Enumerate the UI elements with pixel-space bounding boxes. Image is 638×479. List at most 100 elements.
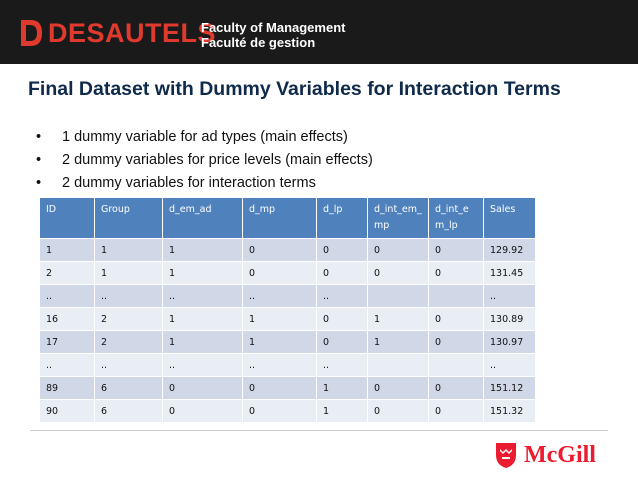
- table-cell: 151.32: [483, 399, 536, 423]
- table-row: 90 6 0 0 1 0 0 151.32: [39, 399, 536, 423]
- table-cell: 1: [162, 330, 243, 354]
- table-cell: 1: [242, 330, 317, 354]
- mcgill-logo-text: McGill: [524, 442, 596, 468]
- bullet-text: 2 dummy variables for price levels (main…: [62, 152, 373, 168]
- table-cell: 6: [94, 399, 163, 423]
- table-row: 16 2 1 1 0 1 0 130.89: [39, 307, 536, 331]
- table-cell: 0: [316, 261, 368, 285]
- table-row: .. .. .. .. .. ..: [39, 353, 536, 377]
- dataset-table: ID Group d_em_ad d_mp d_lp d_int_em_mp d…: [39, 197, 536, 423]
- table-cell: 17: [39, 330, 95, 354]
- table-cell: 1: [94, 261, 163, 285]
- mcgill-crest-icon: [496, 443, 516, 468]
- bullet-item: • 2 dummy variables for interaction term…: [36, 172, 373, 195]
- table-row: 89 6 0 0 1 0 0 151.12: [39, 376, 536, 400]
- table-cell: 0: [428, 399, 484, 423]
- table-cell: ..: [162, 284, 243, 308]
- table-cell: 1: [316, 399, 368, 423]
- table-cell: 0: [428, 261, 484, 285]
- table-cell: 2: [94, 307, 163, 331]
- table-cell: 0: [242, 376, 317, 400]
- header-bar: DESAUTELS Faculty of Management Faculté …: [0, 0, 638, 64]
- table-cell: 130.89: [483, 307, 536, 331]
- table-cell: 0: [367, 376, 429, 400]
- table-cell: 0: [428, 376, 484, 400]
- table-cell: ..: [483, 353, 536, 377]
- column-header: Group: [94, 197, 163, 239]
- table-cell: 0: [316, 330, 368, 354]
- table-header-row: ID Group d_em_ad d_mp d_lp d_int_em_mp d…: [39, 197, 536, 239]
- desautels-logo-icon: [21, 20, 42, 46]
- column-header: ID: [39, 197, 95, 239]
- bullet-text: 1 dummy variable for ad types (main effe…: [62, 129, 348, 145]
- table-cell: 0: [428, 238, 484, 262]
- table-cell: ..: [94, 353, 163, 377]
- table-cell: ..: [39, 284, 95, 308]
- table-cell: ..: [94, 284, 163, 308]
- bullet-symbol: •: [36, 129, 42, 145]
- table-cell: 0: [428, 330, 484, 354]
- table-cell: 1: [162, 307, 243, 331]
- desautels-logo-text: DESAUTELS: [48, 18, 217, 48]
- table-cell: [367, 284, 429, 308]
- table-cell: 1: [94, 238, 163, 262]
- table-cell: [428, 353, 484, 377]
- table-cell: 16: [39, 307, 95, 331]
- bullet-list: • 1 dummy variable for ad types (main ef…: [36, 126, 373, 195]
- bullet-text: 2 dummy variables for interaction terms: [62, 175, 316, 191]
- bullet-symbol: •: [36, 152, 42, 168]
- table-cell: 129.92: [483, 238, 536, 262]
- column-header: d_mp: [242, 197, 317, 239]
- faculty-name-en: Faculty of Management: [201, 20, 346, 35]
- column-header: d_int_em_mp: [367, 197, 429, 239]
- bullet-item: • 2 dummy variables for price levels (ma…: [36, 149, 373, 172]
- table-cell: 0: [162, 399, 243, 423]
- table-cell: 0: [367, 399, 429, 423]
- footer-divider: [30, 430, 608, 431]
- table-cell: 89: [39, 376, 95, 400]
- table-cell: 0: [242, 238, 317, 262]
- table-cell: 0: [162, 376, 243, 400]
- table-cell: 130.97: [483, 330, 536, 354]
- table-row: 2 1 1 0 0 0 0 131.45: [39, 261, 536, 285]
- table-cell: ..: [316, 284, 368, 308]
- table-cell: 1: [367, 307, 429, 331]
- table-cell: 131.45: [483, 261, 536, 285]
- column-header: d_lp: [316, 197, 368, 239]
- column-header: Sales: [483, 197, 536, 239]
- table-row: 1 1 1 0 0 0 0 129.92: [39, 238, 536, 262]
- table-cell: ..: [242, 353, 317, 377]
- table-cell: 0: [242, 399, 317, 423]
- table-cell: 1: [316, 376, 368, 400]
- bullet-item: • 1 dummy variable for ad types (main ef…: [36, 126, 373, 149]
- column-header: d_int_em_lp: [428, 197, 484, 239]
- mcgill-logo: McGill: [494, 440, 596, 470]
- table-cell: 0: [242, 261, 317, 285]
- table-cell: 2: [39, 261, 95, 285]
- table-cell: 6: [94, 376, 163, 400]
- table-cell: 2: [94, 330, 163, 354]
- table-row: .. .. .. .. .. ..: [39, 284, 536, 308]
- column-header: d_em_ad: [162, 197, 243, 239]
- table-cell: 1: [367, 330, 429, 354]
- table-row: 17 2 1 1 0 1 0 130.97: [39, 330, 536, 354]
- faculty-name-fr: Faculté de gestion: [201, 35, 316, 50]
- bullet-symbol: •: [36, 175, 42, 191]
- table-cell: ..: [483, 284, 536, 308]
- table-cell: 90: [39, 399, 95, 423]
- table-cell: 1: [162, 261, 243, 285]
- table-cell: 0: [316, 307, 368, 331]
- table-cell: 1: [162, 238, 243, 262]
- table-cell: ..: [242, 284, 317, 308]
- table-cell: 0: [367, 261, 429, 285]
- table-cell: ..: [162, 353, 243, 377]
- table-cell: 0: [367, 238, 429, 262]
- table-cell: 151.12: [483, 376, 536, 400]
- table-cell: 1: [39, 238, 95, 262]
- table-cell: 0: [316, 238, 368, 262]
- faculty-name: Faculty of Management Faculté de gestion: [201, 20, 345, 50]
- table-cell: ..: [316, 353, 368, 377]
- table-cell: [367, 353, 429, 377]
- table-cell: [428, 284, 484, 308]
- table-cell: 1: [242, 307, 317, 331]
